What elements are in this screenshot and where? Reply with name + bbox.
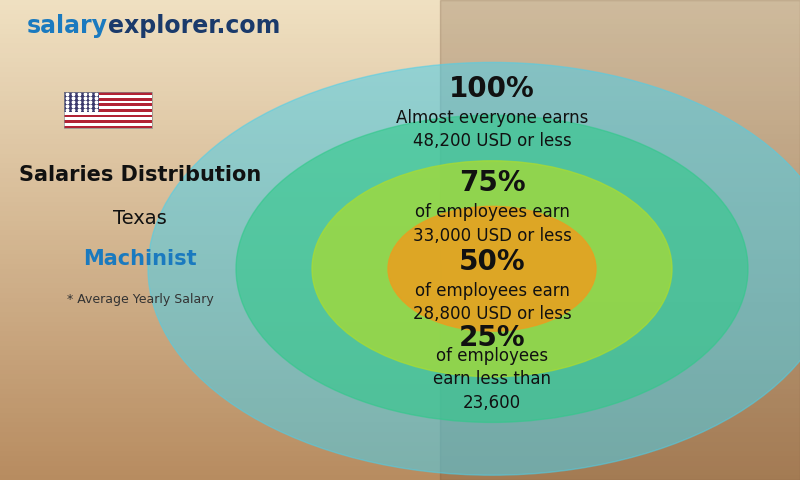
FancyBboxPatch shape [64,92,99,112]
FancyBboxPatch shape [64,115,152,117]
FancyBboxPatch shape [64,109,152,112]
Text: Almost everyone earns
48,200 USD or less: Almost everyone earns 48,200 USD or less [396,109,588,150]
Text: of employees earn
33,000 USD or less: of employees earn 33,000 USD or less [413,204,571,245]
FancyBboxPatch shape [64,117,152,120]
Text: 75%: 75% [458,169,526,197]
Text: * Average Yearly Salary: * Average Yearly Salary [66,293,214,307]
FancyBboxPatch shape [64,92,152,95]
Text: Machinist: Machinist [83,249,197,269]
Text: of employees
earn less than
23,600: of employees earn less than 23,600 [433,347,551,412]
Circle shape [148,62,800,475]
Circle shape [236,115,748,422]
FancyBboxPatch shape [64,123,152,126]
FancyBboxPatch shape [64,95,152,98]
Circle shape [388,206,596,331]
FancyBboxPatch shape [64,98,152,101]
Text: Texas: Texas [113,209,167,228]
Text: 50%: 50% [458,248,526,276]
FancyBboxPatch shape [64,104,152,106]
Text: 25%: 25% [458,324,526,352]
Text: 100%: 100% [449,75,535,103]
FancyBboxPatch shape [64,101,152,104]
Circle shape [312,161,672,377]
Text: salary: salary [27,14,108,38]
Text: explorer.com: explorer.com [108,14,280,38]
FancyBboxPatch shape [64,112,152,115]
FancyBboxPatch shape [64,120,152,123]
FancyBboxPatch shape [64,126,152,128]
Bar [440,0,800,480]
FancyBboxPatch shape [64,106,152,109]
Text: of employees earn
28,800 USD or less: of employees earn 28,800 USD or less [413,282,571,323]
Text: Salaries Distribution: Salaries Distribution [19,165,261,185]
